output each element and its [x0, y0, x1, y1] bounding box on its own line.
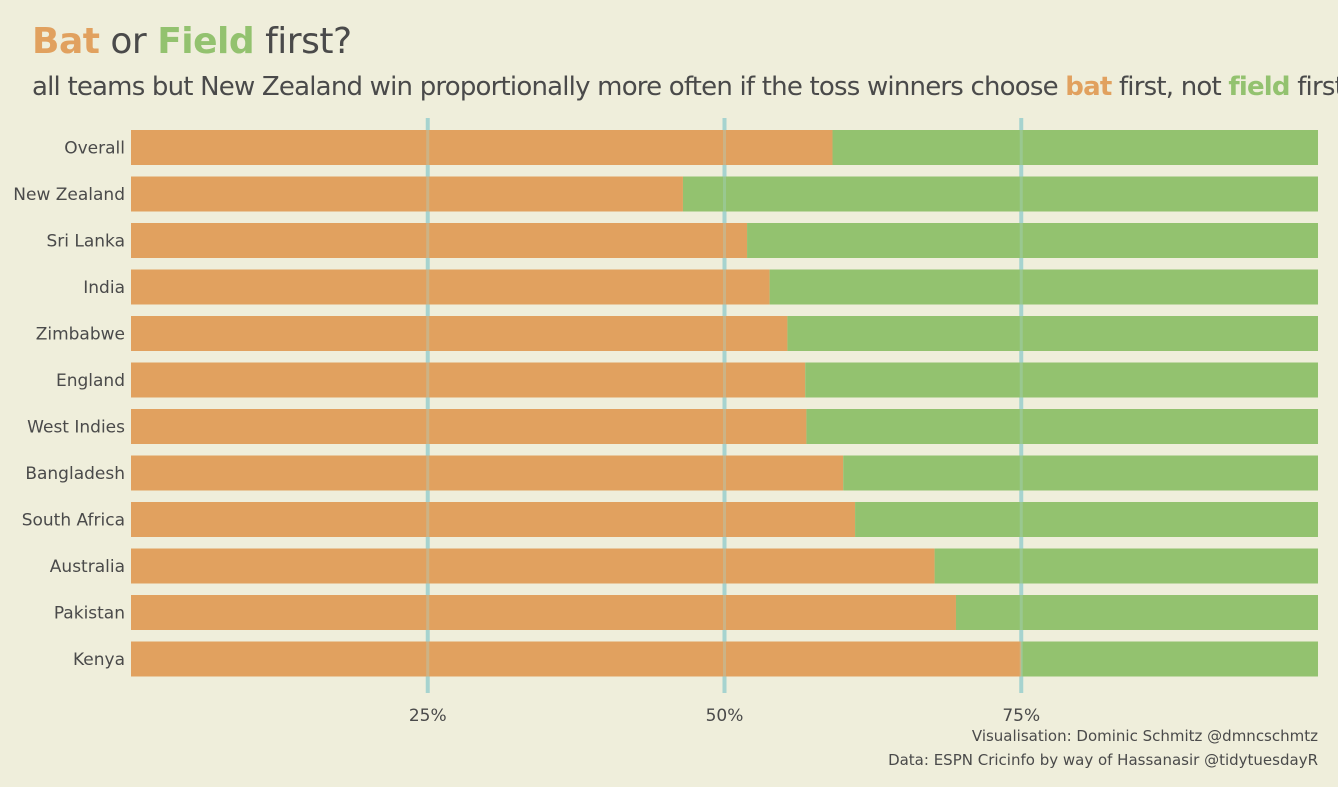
bars	[131, 129, 1318, 687]
bar-bat-zimbabwe	[131, 316, 788, 351]
y-label-england: England	[56, 371, 125, 391]
bar-bat-kenya	[131, 641, 1022, 677]
bar-bat-australia	[131, 548, 935, 584]
bar-field-sri-lanka	[747, 223, 1318, 258]
y-label-zimbabwe: Zimbabwe	[36, 325, 125, 345]
title-or: or	[110, 21, 147, 62]
subtitle-part2: first, not	[1118, 72, 1222, 102]
y-label-west-indies: West Indies	[27, 418, 125, 438]
bar-bat-pakistan	[131, 595, 956, 630]
bar-bat-west-indies	[131, 409, 807, 444]
y-label-new-zealand: New Zealand	[13, 185, 125, 205]
title-rest: first?	[265, 21, 352, 62]
bar-field-zimbabwe	[787, 316, 1318, 351]
subtitle-part1: all teams but New Zealand win proportion…	[32, 72, 1059, 102]
bar-field-australia	[934, 548, 1318, 584]
bar-field-india	[769, 269, 1318, 305]
y-label-overall: Overall	[64, 139, 125, 159]
x-tick-label-75-percent: 75%	[1002, 706, 1040, 726]
bar-field-england	[805, 362, 1318, 398]
title-field: Field	[157, 21, 255, 62]
subtitle-bat: bat	[1065, 72, 1112, 102]
y-label-india: India	[83, 278, 125, 298]
bar-field-west-indies	[806, 409, 1318, 444]
bar-field-south-africa	[855, 502, 1318, 537]
subtitle-part3: first	[1297, 72, 1338, 102]
bar-bat-india	[131, 269, 770, 305]
x-axis-labels: 25% 50% 75%	[409, 706, 1040, 726]
bar-field-bangladesh	[843, 455, 1318, 491]
bar-bat-south-africa	[131, 502, 856, 537]
subtitle-field: field	[1228, 72, 1290, 102]
x-tick-label-50-percent: 50%	[706, 706, 744, 726]
bar-bat-new-zealand	[131, 176, 683, 212]
caption-visualisation: Visualisation: Dominic Schmitz @dmncschm…	[971, 727, 1318, 745]
chart-subtitle: all teams but New Zealand win proportion…	[32, 68, 1338, 106]
caption-data-source: Data: ESPN Cricinfo by way of Hassanasir…	[888, 751, 1318, 769]
y-label-pakistan: Pakistan	[54, 604, 125, 624]
bar-bat-sri-lanka	[131, 223, 748, 258]
chart-title: Bat or Field first?	[32, 18, 352, 66]
title-bat: Bat	[32, 21, 100, 62]
bar-field-kenya	[1021, 641, 1318, 677]
x-tick-label-25-percent: 25%	[409, 706, 447, 726]
y-label-kenya: Kenya	[73, 650, 125, 670]
bar-field-overall	[832, 130, 1318, 165]
bar-field-new-zealand	[682, 176, 1318, 212]
bar-bat-england	[131, 362, 806, 398]
y-label-bangladesh: Bangladesh	[25, 464, 125, 484]
y-label-south-africa: South Africa	[22, 511, 125, 531]
y-axis-labels: Overall New Zealand Sri Lanka India Zimbabwe…	[13, 139, 125, 671]
y-label-sri-lanka: Sri Lanka	[46, 232, 125, 252]
caption: Visualisation: Dominic Schmitz @dmncschm…	[888, 724, 1318, 772]
bar-bat-overall	[131, 130, 833, 165]
y-label-australia: Australia	[50, 557, 125, 577]
bar-bat-bangladesh	[131, 455, 844, 491]
bar-field-pakistan	[955, 595, 1318, 630]
